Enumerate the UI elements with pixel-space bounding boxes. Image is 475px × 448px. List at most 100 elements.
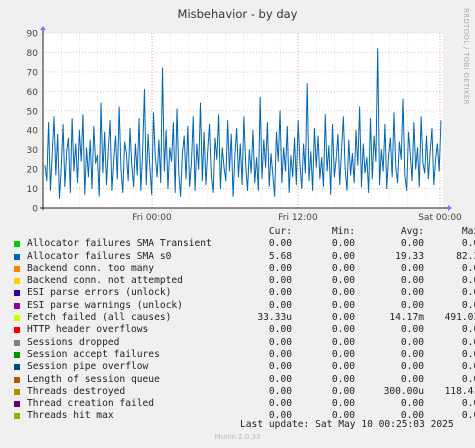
legend-cur: 0.00 [268,398,292,410]
col-min: Min: [331,226,355,237]
y-tick-label: 70 [27,68,39,78]
legend-max: 118.41m [444,385,475,397]
legend-max: 0.00 [461,299,475,311]
legend-swatch [14,376,20,383]
rrdtool-watermark: RRDTOOL / TOBI OETIKER [462,8,470,105]
legend-min: 0.00 [331,373,355,385]
legend-rows: Allocator failures SMA Transient 0.00 0.00… [14,238,475,422]
legend-row: ESI parse errors (unlock) 0.00 0.00 0.00 0.0… [14,287,475,299]
legend-avg: 19.33 [395,250,424,262]
chart-plot: 0 10 20 30 40 50 60 70 80 90 Fri 00:00 Fri 12:00 Sa… [27,26,462,222]
legend-cur: 0.00 [268,348,292,360]
legend-label: Backend conn. not attempted [27,275,183,287]
legend-swatch [14,302,20,309]
legend-min: 0.00 [331,324,355,336]
y-tick-label: 90 [27,30,39,40]
legend-max: 0.00 [461,373,475,385]
legend-swatch [14,413,20,420]
legend-label: Allocator failures SMA Transient [27,238,212,250]
legend-min: 0.00 [331,336,355,348]
legend-min: 0.00 [331,262,355,274]
legend-row: HTTP header overflows 0.00 0.00 0.00 0.00 [14,324,475,336]
legend-row: Thread creation failed 0.00 0.00 0.00 0.00 [14,398,475,410]
legend-label: Backend conn. too many [27,262,155,274]
legend-avg: 0.00 [400,287,424,299]
legend-cur: 0.00 [268,238,292,250]
legend-avg: 0.00 [400,361,424,373]
col-cur: Cur: [268,226,292,237]
y-tick-label: 0 [32,205,38,215]
legend-max: 0.00 [461,361,475,373]
legend-max: 0.00 [461,336,475,348]
plot-background [43,33,443,208]
legend-min: 0.00 [331,361,355,373]
legend-row: Fetch failed (all causes) 33.33u 0.00 14.17… [14,312,475,324]
legend-label: ESI parse errors (unlock) [27,287,172,299]
y-tick-label: 80 [27,49,39,59]
legend-max: 0.00 [461,410,475,422]
legend-avg: 300.00u [383,385,424,397]
legend-swatch [14,315,20,322]
legend-max: 0.00 [461,348,475,360]
legend-swatch [14,401,20,408]
legend-swatch [14,388,20,395]
legend-cur: 0.00 [268,361,292,373]
y-tick-label: 30 [27,146,39,156]
legend-swatch [14,327,20,334]
legend-avg: 0.00 [400,262,424,274]
legend-row: Session pipe overflow 0.00 0.00 0.00 0.00 [14,361,475,373]
y-axis-arrow [40,26,46,30]
legend-label: Sessions dropped [27,336,120,348]
legend-label: Thread creation failed [27,398,155,410]
legend-label: Fetch failed (all causes) [27,312,172,324]
col-avg: Avg: [400,226,424,237]
legend-avg: 0.00 [400,398,424,410]
legend-min: 0.00 [331,410,355,422]
y-tick-label: 50 [27,107,39,117]
legend-min: 0.00 [331,398,355,410]
legend-cur: 0.00 [268,324,292,336]
legend-cur: 33.33u [257,312,292,324]
legend-max: 0.00 [461,398,475,410]
y-tick-label: 20 [27,166,39,176]
legend-max: 0.00 [461,238,475,250]
y-tick-label: 40 [27,127,39,137]
legend-label: HTTP header overflows [27,324,149,336]
legend-row: Threads destroyed 0.00 0.00 300.00u 118.41m [14,385,475,398]
legend-swatch [14,253,20,260]
legend-swatch [14,339,20,346]
legend-row: Session accept failures 0.00 0.00 0.00 0.00 [14,348,475,361]
last-update: Last update: Sat May 10 00:25:03 2025 [240,419,454,430]
legend-row: Allocator failures SMA s0 5.68 0.00 19.33 82… [14,250,475,263]
legend-max: 0.00 [461,262,475,274]
legend-cur: 0.00 [268,410,292,422]
legend-min: 0.00 [331,238,355,250]
legend-row: Threads hit max 0.00 0.00 0.00 0.00 [14,410,475,422]
legend-swatch [14,290,20,297]
legend-swatch [14,351,20,358]
legend-min: 0.00 [331,287,355,299]
legend-max: 0.00 [461,287,475,299]
legend-cur: 0.00 [268,287,292,299]
legend-cur: 0.00 [268,262,292,274]
legend-label: Session pipe overflow [27,361,149,373]
legend-avg: 14.17m [389,312,424,324]
chart-title: Misbehavior - by day [177,7,298,21]
series-layer [44,48,442,199]
legend-label: Length of session queue [27,373,160,385]
col-max: Max: [461,226,475,237]
legend-row: Allocator failures SMA Transient 0.00 0.00… [14,238,475,250]
legend-header: Cur: Min: Avg: Max: [14,226,475,238]
x-tick-labels: Fri 00:00 Fri 12:00 Sat 00:00 [132,213,462,222]
legend: Cur: Min: Avg: Max: Allocator failures S… [14,226,475,423]
legend-avg: 0.00 [400,324,424,336]
munin-version: Munin 2.0.33 [214,433,261,441]
legend-row: Length of session queue 0.00 0.00 0.00 0.00 [14,373,475,386]
y-tick-label: 60 [27,88,39,98]
legend-swatch [14,241,20,248]
legend-label: Allocator failures SMA s0 [27,250,172,262]
y-tick-label: 10 [27,185,39,195]
legend-min: 0.00 [331,385,355,397]
axes [40,26,452,211]
legend-min: 0.00 [331,348,355,360]
